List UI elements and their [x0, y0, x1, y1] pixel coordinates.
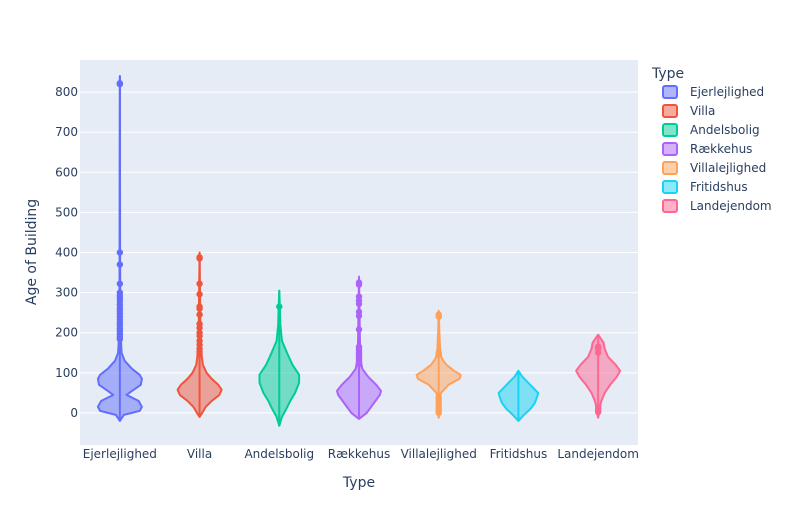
y-tick-label: 400 [55, 246, 78, 260]
outlier-point [594, 408, 602, 416]
legend-label: Rækkehus [690, 142, 752, 156]
legend-title: Type [651, 66, 684, 82]
legend-swatch [662, 104, 678, 118]
outlier-point [355, 300, 363, 308]
x-axis-title: Type [342, 475, 375, 491]
outlier-point [355, 312, 363, 320]
legend-swatch [662, 199, 678, 213]
violin-Fritidshus[interactable] [497, 369, 540, 422]
legend-item-Villa[interactable]: Villa [662, 104, 715, 118]
legend-item-Fritidshus[interactable]: Fritidshus [662, 180, 748, 194]
violin-Villa[interactable] [176, 251, 223, 418]
legend-label: Fritidshus [690, 180, 748, 194]
outlier-point [355, 281, 363, 288]
y-axis-title: Age of Building [24, 199, 40, 305]
outlier-point [196, 351, 203, 358]
outlier-point [196, 255, 203, 262]
y-tick-label: 0 [70, 406, 78, 420]
violin-Villalejlighed[interactable] [415, 309, 462, 419]
violin-Rækkehus[interactable] [336, 275, 382, 420]
outlier-point [196, 291, 203, 298]
outlier-point [116, 280, 124, 287]
legend-swatch [662, 123, 678, 137]
y-tick-label: 700 [55, 125, 78, 139]
x-tick-label: Villa [187, 447, 212, 461]
outlier-point [196, 332, 203, 340]
violin-body [415, 309, 462, 419]
outlier-point [435, 409, 442, 417]
x-tick-labels: Ejerlejlighed Villa Andelsbolig Rækkehus Vil… [83, 447, 639, 461]
legend-item-Villalejlighed[interactable]: Villalejlighed [662, 161, 766, 175]
violin-body [258, 289, 301, 427]
legend-label: Villa [690, 104, 715, 118]
outlier-point [594, 349, 602, 356]
legend-label: Andelsbolig [690, 123, 760, 137]
violin-Ejerlejlighed[interactable] [96, 75, 143, 422]
outlier-point [435, 351, 442, 358]
y-tick-label: 200 [55, 326, 78, 340]
outlier-point [355, 360, 363, 368]
outlier-point [196, 280, 203, 287]
legend-label: Ejerlejlighed [690, 85, 764, 99]
legend-label: Landejendom [690, 199, 772, 213]
outlier-point [116, 80, 124, 87]
violin-Landejendom[interactable] [575, 333, 622, 419]
violin-Andelsbolig[interactable] [258, 289, 301, 427]
legend-item-Ejerlejlighed[interactable]: Ejerlejlighed [662, 85, 764, 99]
outlier-point [116, 249, 124, 256]
x-tick-label: Rækkehus [328, 447, 390, 461]
outlier-point [435, 313, 442, 320]
legend-swatch [662, 142, 678, 156]
outlier-point [116, 261, 124, 268]
y-tick-labels: 0 100 200 300 400 500 600 700 800 [55, 85, 78, 420]
legend-item-Rækkehus[interactable]: Rækkehus [662, 142, 752, 156]
legend-item-Landejendom[interactable]: Landejendom [662, 199, 772, 213]
y-tick-label: 800 [55, 85, 78, 99]
violin-body [575, 333, 622, 419]
legend-swatch [662, 85, 678, 99]
outlier-point [196, 324, 203, 332]
legend-label: Villalejlighed [690, 161, 766, 175]
y-tick-label: 100 [55, 366, 78, 380]
y-tick-label: 300 [55, 286, 78, 300]
outlier-point [196, 305, 203, 312]
x-tick-label: Villalejlighed [401, 447, 477, 461]
legend-swatch [662, 180, 678, 194]
outlier-point [355, 326, 363, 333]
violin-body [497, 369, 540, 422]
violins [96, 75, 622, 427]
x-tick-label: Andelsbolig [244, 447, 314, 461]
legend[interactable]: Type Ejerlejlighed Villa Andelsbolig Rækkeh… [651, 66, 772, 213]
x-tick-label: Landejendom [557, 447, 639, 461]
violin-body [96, 75, 143, 422]
outlier-point [116, 335, 124, 343]
outlier-point [276, 303, 283, 310]
y-tick-label: 600 [55, 165, 78, 179]
legend-item-Andelsbolig[interactable]: Andelsbolig [662, 123, 760, 137]
x-tick-label: Ejerlejlighed [83, 447, 157, 461]
y-tick-label: 500 [55, 205, 78, 219]
x-tick-label: Fritidshus [490, 447, 548, 461]
outlier-point [196, 311, 203, 318]
legend-swatch [662, 161, 678, 175]
